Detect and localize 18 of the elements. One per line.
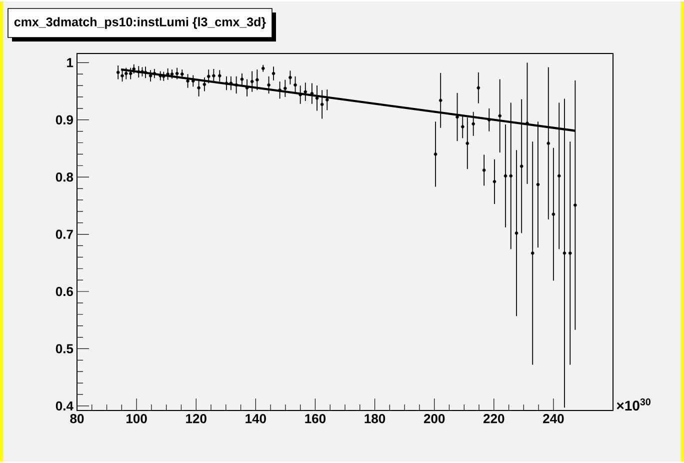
x-tick-label: 240 [543, 414, 564, 424]
y-tick-label: 0.7 [56, 230, 73, 239]
x-tick-label: 220 [484, 414, 504, 424]
x-tick-label: 100 [126, 414, 147, 424]
text: ×10$^{30}$ [616, 398, 650, 411]
x-tick-label: 140 [246, 414, 266, 424]
y-tick-label: 0.5 [56, 344, 74, 354]
y-tick-label: 0.4 [56, 401, 74, 411]
chart-title: cmx_3dmatch_ps10:instLumi {l3_cmx_3d} [14, 17, 266, 29]
x-tick-label: 120 [186, 414, 206, 424]
x-tick-label: 80 [70, 414, 84, 424]
y-tick-label: 0.8 [56, 172, 74, 182]
y-tick-label: 0.6 [56, 286, 73, 296]
x-tick-label: 200 [424, 414, 445, 424]
y-tick-label: 0.9 [56, 115, 73, 124]
x-tick-label: 160 [305, 414, 326, 424]
y-tick-label: 1 [67, 58, 74, 68]
x-tick-label: 180 [364, 414, 386, 424]
